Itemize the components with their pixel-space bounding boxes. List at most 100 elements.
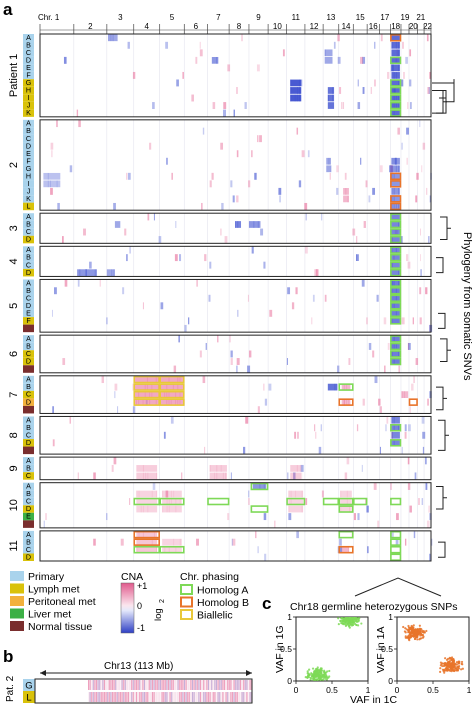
cna-segment: [79, 269, 81, 277]
cna-segment: [379, 165, 383, 173]
scatter-point: [315, 668, 318, 671]
cna-segment: [171, 172, 173, 180]
y-tick-label: 0.5: [381, 644, 393, 654]
cna-segment: [339, 538, 342, 546]
cna-segment: [426, 187, 428, 195]
scatter-point: [421, 629, 424, 632]
cna-segment: [216, 680, 217, 690]
cna-segment: [107, 692, 109, 702]
cna-segment: [105, 680, 107, 690]
cna-segment: [126, 172, 128, 180]
cna-segment: [195, 692, 197, 702]
cna-segment: [175, 505, 177, 513]
cna-segment: [343, 195, 349, 203]
phasing-box: [207, 497, 230, 506]
cna-segment: [340, 490, 352, 498]
cna-segment: [223, 109, 226, 117]
scatter-point: [321, 678, 324, 681]
sample-id: E: [26, 150, 31, 158]
cna-segment: [121, 680, 123, 690]
cna-segment: [290, 87, 292, 94]
cna-segment: [204, 254, 207, 262]
cna-segment: [391, 180, 400, 188]
cna-segment: [327, 94, 335, 102]
chromosome-label: 13: [326, 13, 335, 22]
cna-segment: [89, 680, 91, 690]
cna-segment: [220, 228, 222, 236]
cna-segment: [209, 692, 211, 702]
cna-segment: [209, 180, 212, 188]
chromosome-label: 4: [144, 22, 149, 31]
cna-segment: [398, 269, 400, 277]
cna-segment: [164, 692, 166, 702]
sample-id: B: [26, 465, 31, 473]
cna-segment: [121, 692, 123, 702]
cna-segment: [257, 546, 259, 554]
scatter-point: [344, 617, 348, 620]
scatter-point: [407, 626, 411, 629]
cna-segment: [248, 680, 249, 690]
cna-segment: [93, 538, 96, 546]
cna-segment: [414, 472, 417, 480]
cna-segment: [346, 498, 348, 505]
cna-segment: [201, 202, 203, 210]
cna-segment: [165, 490, 169, 498]
scatter-point: [321, 673, 325, 676]
cna-segment: [217, 692, 219, 702]
scatter-point: [312, 672, 316, 675]
cna-segment: [362, 87, 365, 94]
cna-segment: [147, 680, 149, 690]
cna-segment: [343, 383, 345, 391]
cna-segment: [398, 41, 400, 49]
cna-segment: [360, 56, 363, 64]
scatter-point: [342, 622, 345, 625]
scatter-point: [313, 678, 317, 681]
cna-segment: [391, 350, 400, 358]
sample-id: A: [26, 531, 31, 539]
sample-id: L: [26, 693, 31, 704]
cna-segment: [136, 692, 137, 702]
cna-segment: [185, 692, 187, 702]
scatter-point: [311, 677, 314, 680]
scatter-point: [360, 622, 363, 625]
cna-segment: [391, 228, 400, 236]
cna-segment: [123, 680, 125, 690]
cna-segment: [419, 287, 422, 295]
scatter-point: [418, 624, 421, 627]
phasing-label: Biallelic: [197, 610, 233, 622]
cna-segment: [409, 406, 411, 414]
cna-segment: [224, 692, 225, 702]
cna-segment: [343, 188, 349, 195]
scatter-point: [349, 622, 352, 625]
scatter-point: [347, 624, 350, 627]
cna-segment: [391, 102, 400, 109]
cna-segment: [398, 165, 400, 173]
chromosome-label: 21: [416, 13, 425, 22]
sample-id: F: [26, 157, 31, 165]
cna-segment: [144, 391, 146, 398]
cna-segment: [115, 680, 117, 690]
sample-id: B: [26, 490, 31, 498]
cna-segment: [288, 505, 290, 513]
patient-block-border: [39, 530, 432, 562]
cna-segment: [92, 680, 94, 690]
sample-id: G: [26, 79, 32, 87]
cna-segment: [204, 692, 206, 702]
scatter-point: [352, 623, 355, 627]
cna-unit: log: [153, 608, 164, 621]
sample-id: C: [26, 350, 31, 358]
cna-segment: [400, 79, 404, 87]
cna-segment: [133, 398, 160, 406]
sample-type-swatch: [23, 101, 34, 110]
cna-segment: [244, 692, 246, 702]
cna-segment: [393, 102, 395, 109]
cna-segment: [178, 335, 180, 343]
sample-id: D: [26, 302, 31, 310]
cna-segment: [170, 498, 172, 505]
cna-segment: [301, 79, 303, 87]
sample-id: C: [26, 135, 31, 143]
cna-segment: [153, 213, 155, 221]
cna-segment: [131, 680, 133, 690]
cna-segment: [329, 172, 331, 180]
sample-id: A: [26, 416, 31, 424]
